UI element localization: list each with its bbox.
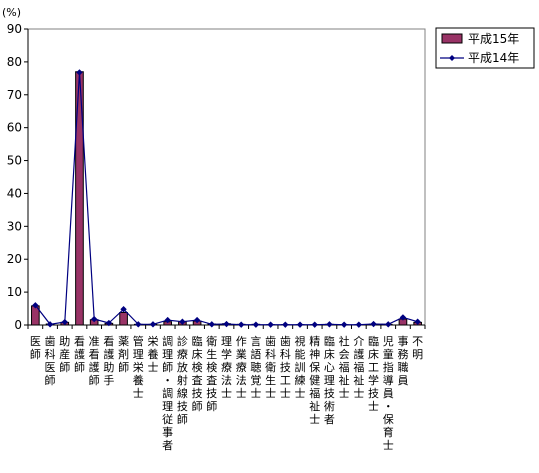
line-point	[326, 321, 333, 328]
line-point	[90, 315, 98, 323]
legend-swatch-bar	[441, 33, 463, 44]
x-category-label: 児童指導員・保育士	[383, 335, 394, 452]
x-category-label: 精神保健福祉士	[309, 335, 320, 426]
y-tick-label: 10	[7, 285, 22, 299]
x-category-label: 衛生検査技師	[206, 335, 217, 413]
line-point	[238, 321, 245, 328]
x-category-label: 栄養士	[147, 334, 158, 374]
series-line	[34, 72, 418, 326]
line-point	[61, 318, 68, 326]
y-tick-label: 40	[7, 186, 22, 200]
line-point	[414, 318, 421, 325]
line-point	[223, 320, 230, 328]
line-point	[164, 316, 171, 324]
x-category-label: 視能訓練士	[295, 334, 306, 400]
line-point	[208, 321, 215, 328]
bar	[119, 312, 128, 326]
y-tick-label: 50	[7, 154, 22, 168]
y-tick-label: 30	[7, 219, 22, 233]
line-point	[120, 306, 127, 313]
line-point	[32, 302, 39, 309]
x-category-label: 薬剤師	[118, 335, 129, 374]
line-point	[135, 321, 142, 328]
line-point	[46, 321, 54, 328]
x-category-label: 臨床検査技師	[192, 335, 203, 413]
line-point	[193, 316, 201, 324]
x-category-label: 看護助手	[103, 334, 114, 387]
x-category-label: 社会福祉士	[339, 334, 350, 400]
line-point	[296, 321, 304, 328]
y-tick-label: 80	[7, 55, 22, 69]
x-category-label: 医師	[30, 335, 41, 361]
x-category-label: 作業療法士	[236, 335, 247, 400]
line-point	[340, 321, 348, 328]
line-point	[179, 318, 186, 325]
y-tick-label: 90	[7, 22, 22, 36]
x-category-label: 管理栄養士	[133, 334, 144, 400]
line-point	[267, 321, 274, 328]
y-tick-label: 70	[7, 88, 22, 102]
x-category-label: 理学療法士	[221, 335, 232, 400]
x-category-label: 臨床工学技士	[368, 335, 379, 413]
y-tick-label: 0	[14, 318, 22, 332]
x-category-label: 不明	[412, 335, 423, 361]
legend-swatch-marker	[449, 55, 455, 61]
x-category-label: 准看護師	[89, 335, 100, 387]
line-point	[76, 69, 83, 76]
line-point	[105, 319, 113, 327]
x-category-label: 調理師・調理従事者	[162, 334, 173, 452]
line-point	[370, 320, 377, 328]
y-unit-label: (%)	[2, 6, 21, 19]
line-point	[399, 314, 407, 321]
x-category-label: 歯科技工士	[280, 335, 291, 400]
line-point	[385, 321, 392, 328]
plot-frame	[27, 28, 426, 326]
legend-label: 平成14年	[468, 51, 519, 65]
x-category-label: 言語聴覚士	[250, 335, 261, 400]
x-category-label: 歯科衛生士	[265, 335, 276, 400]
line-point	[282, 321, 289, 328]
y-tick-label: 60	[7, 121, 22, 135]
x-category-label: 助産師	[59, 334, 70, 374]
x-category-label: 看護師	[74, 334, 85, 374]
y-tick-label: 20	[7, 252, 22, 266]
line-point	[252, 321, 260, 328]
legend-label: 平成15年	[468, 32, 519, 46]
line-point	[311, 321, 318, 328]
x-category-label: 事務職員	[397, 335, 408, 387]
x-category-label: 歯科医師	[45, 335, 56, 387]
line-point	[149, 321, 157, 328]
plot-area: 0 10 20 30 40 50 60 70 80 90 医師歯科医師助産師看護師准看護師看護助手薬…	[7, 22, 426, 452]
x-category-label: 診療放射線技師	[177, 334, 188, 426]
line-point	[355, 321, 363, 328]
x-category-label: 臨床心理技術者	[324, 335, 335, 426]
x-category-label: 介護福祉士	[353, 335, 364, 400]
